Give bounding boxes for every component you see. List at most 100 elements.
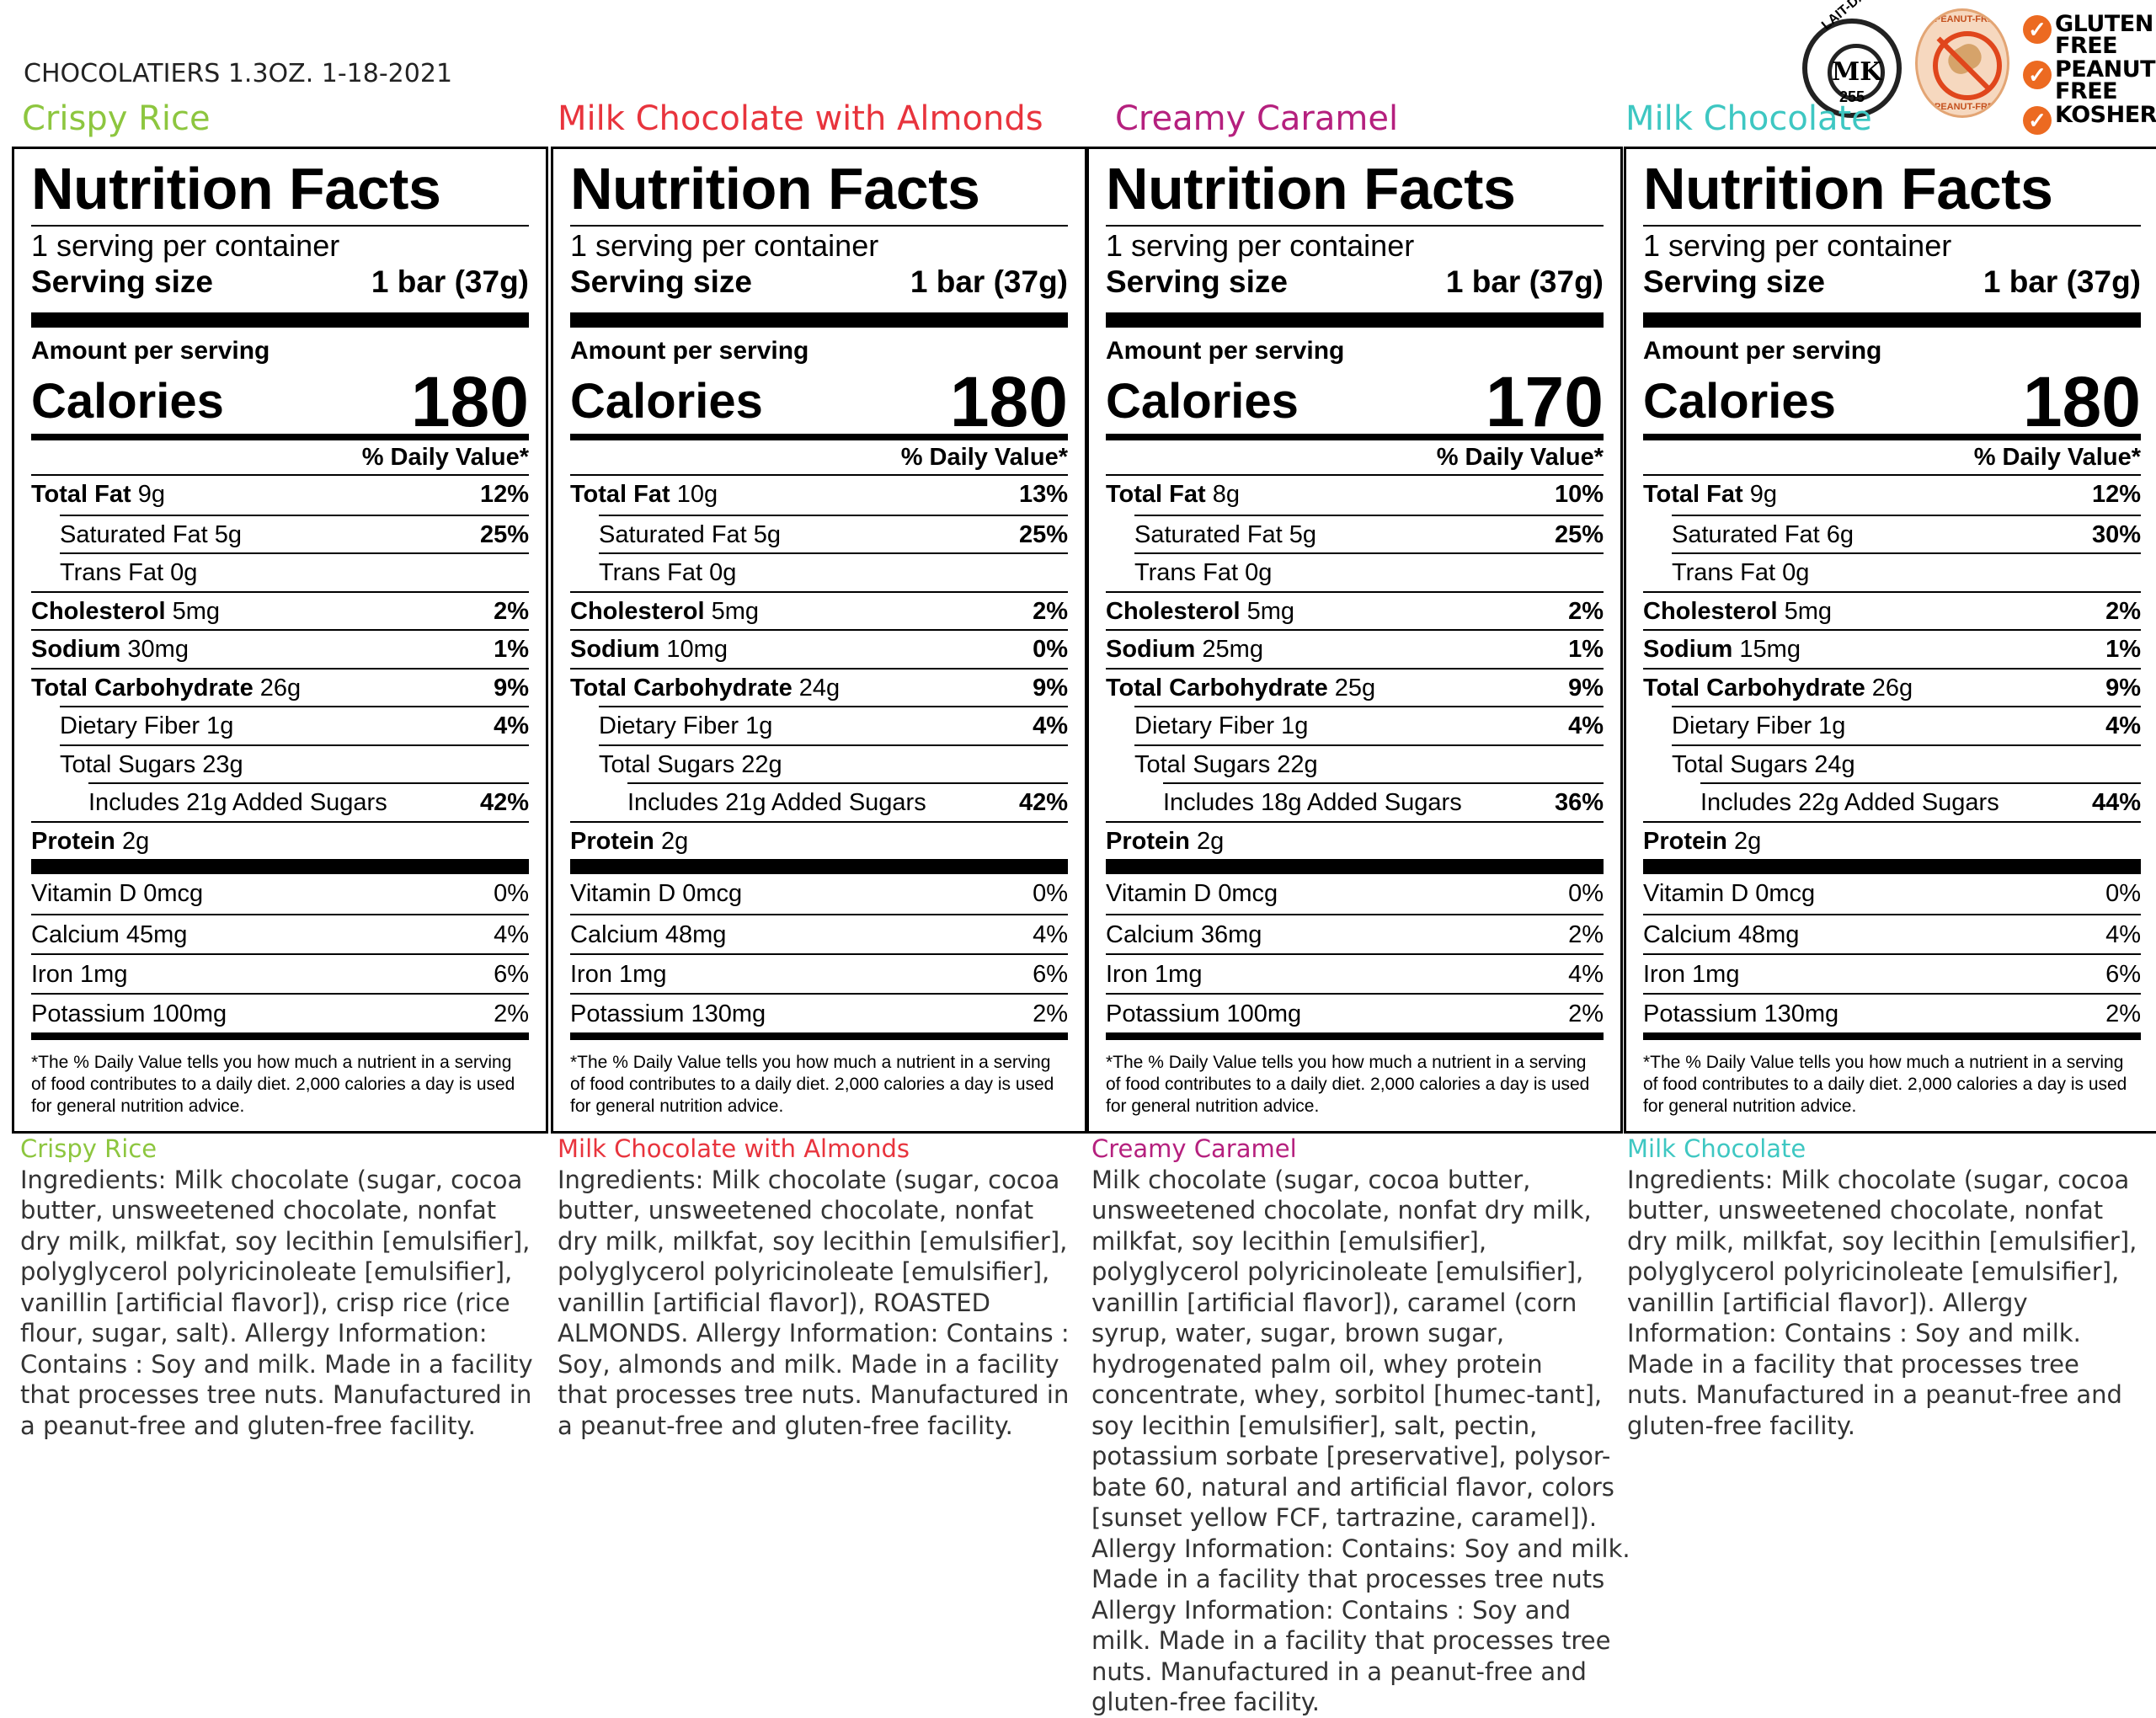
daily-value-header: % Daily Value* [361,444,529,471]
check-label: GLUTEN FREE [2055,11,2153,59]
nutrient-daily-value: 25% [479,520,529,548]
nutrient-row: Saturated Fat 6g 30% [1672,514,2141,553]
nutrient-row: Sodium 25mg 1% [1106,629,1604,668]
vitamin-row: Iron 1mg 6% [1643,953,2141,993]
vitamin-amount: 130mg [691,1000,766,1027]
nutrient-amount: 0g [170,559,198,586]
allergy-text: Allergy Information: Contains : Soy, alm… [558,1319,1070,1440]
ingredients-block: Crispy Rice Ingredients: Milk chocolate … [20,1134,534,1441]
checkmark-icon: ✓ [2023,106,2052,135]
vitamin-amount: 0mcg [682,880,743,907]
allergy-text: Allergy Information: Contains: Soy and m… [1091,1534,1630,1717]
nutrient-amount: 8g [1212,481,1241,508]
nutrient-amount: 2g [660,827,689,855]
calories-row: Calories 170 [1106,366,1604,437]
document-header: CHOCOLATIERS 1.3OZ. 1-18-2021 [24,59,453,88]
nutrient-amount: 26g [259,674,302,702]
nutrient-daily-value: 42% [1018,789,1068,816]
vitamin-daily-value: 6% [494,961,529,988]
servings-per-container: 1 serving per container [1643,228,1952,263]
nutrient-row: Includes 21g Added Sugars 42% [627,782,1068,821]
nutrient-row: Total Sugars 24g [1672,744,2141,783]
nutrient-daily-value: 9% [2105,674,2141,702]
vitamin-amount: 48mg [664,921,727,948]
nutrient-name: Includes 21g Added Sugars [627,789,926,816]
calories-value: 180 [2022,362,2141,441]
kosher-seal-icon: LAIT-DAIRY MK 255 [1802,0,1902,118]
ingredients-text: Ingredients: Milk chocolate (sugar, coco… [20,1165,531,1348]
serving-size-value: 1 bar (37g) [371,264,529,299]
nutrient-daily-value: 4% [494,712,529,739]
nutrient-amount: 1g [206,712,234,739]
vitamin-amount: 48mg [1737,921,1800,948]
vitamin-daily-value: 6% [2105,961,2141,988]
vitamin-daily-value: 4% [1033,921,1068,948]
nutrient-amount: 25g [1334,674,1376,702]
nutrient-amount: 30mg [127,636,189,663]
nutrient-daily-value: 12% [2091,481,2141,508]
nutrient-name: Total Carbohydrate [1106,674,1328,702]
nutrient-amount: 22g [1277,750,1318,778]
nutrient-row: Cholesterol 5mg 2% [31,590,529,630]
nutrient-row: Total Fat 9g 12% [31,476,529,515]
vitamin-row: Potassium 100mg 2% [1106,993,1604,1032]
nutrient-row: Trans Fat 0g [1134,552,1604,591]
amount-per-serving: Amount per serving [570,337,809,365]
amount-per-serving: Amount per serving [1106,337,1345,365]
vitamin-row: Vitamin D 0mcg 0% [31,874,529,914]
check-kosher: ✓ KOSHER [2023,104,2156,135]
serving-size-row: Serving size 1 bar (37g) [31,264,529,301]
nutrient-name: Total Carbohydrate [570,674,792,702]
nutrition-facts-title: Nutrition Facts [1106,156,1516,221]
peanut-seal-bottom: PEANUT-FREE [1935,102,2000,112]
nutrient-daily-value: 4% [2105,712,2141,739]
nutrient-row: Cholesterol 5mg 2% [570,590,1068,630]
nutrient-daily-value: 25% [1554,520,1604,548]
nutrition-facts-title: Nutrition Facts [31,156,441,221]
nutrient-name: Total Sugars [1134,750,1271,778]
vitamin-amount: 100mg [152,1000,227,1027]
servings-per-container: 1 serving per container [31,228,340,263]
nutrient-row: Dietary Fiber 1g 4% [1134,706,1604,744]
peanut-seal-top: PEANUT-FREE [1935,14,2000,24]
ingredients-title: Milk Chocolate [1627,1134,1806,1163]
nutrient-amount: 2g [1733,827,1762,855]
vitamin-row: Calcium 48mg 4% [570,914,1068,953]
vitamin-row: Vitamin D 0mcg 0% [1643,874,2141,914]
nutrition-facts-panel: Nutrition Facts 1 serving per container … [12,147,548,1134]
serving-size-label: Serving size [1643,264,1825,299]
nutrient-row: Total Fat 10g 13% [570,476,1068,515]
nutrient-row: Trans Fat 0g [60,552,529,591]
vitamin-daily-value: 0% [494,880,529,907]
daily-value-header: % Daily Value* [1973,444,2141,471]
vitamin-row: Vitamin D 0mcg 0% [570,874,1068,914]
nutrient-daily-value: 13% [1018,481,1068,508]
nutrient-amount: 23g [202,750,243,778]
nutrient-amount: 26g [1871,674,1913,702]
calories-label: Calories [570,374,763,429]
vitamin-daily-value: 4% [2105,921,2141,948]
serving-size-row: Serving size 1 bar (37g) [1106,264,1604,301]
nutrient-name: Total Carbohydrate [31,674,253,702]
serving-size-row: Serving size 1 bar (37g) [1643,264,2141,301]
vitamin-amount: 1mg [80,961,128,988]
nutrient-name: Includes 22g Added Sugars [1700,789,1999,816]
check-list: ✓ GLUTEN FREE ✓ PEANUT FREE ✓ KOSHER [2023,13,2156,136]
nutrient-daily-value: 12% [479,481,529,508]
vitamin-name: Vitamin D [1643,880,1749,907]
vitamin-amount: 1mg [1692,961,1740,988]
vitamin-amount: 0mcg [143,880,204,907]
nutrient-row: Trans Fat 0g [1672,552,2141,591]
nutrient-row: Cholesterol 5mg 2% [1643,590,2141,630]
daily-value-footnote: *The % Daily Value tells you how much a … [1106,1053,1590,1116]
vitamin-amount: 36mg [1200,921,1262,948]
nutrient-row: Total Carbohydrate 25g 9% [1106,667,1604,707]
nutrient-daily-value: 4% [1568,712,1604,739]
vitamin-amount: 1mg [619,961,667,988]
calories-value: 180 [410,362,529,441]
vitamin-amount: 1mg [1155,961,1203,988]
serving-size-value: 1 bar (37g) [910,264,1068,299]
nutrient-name: Sodium [1106,636,1196,663]
vitamin-list: Vitamin D 0mcg 0% Calcium 48mg 4% Iron 1mg 6%… [570,874,1068,1032]
vitamin-row: Potassium 100mg 2% [31,993,529,1032]
